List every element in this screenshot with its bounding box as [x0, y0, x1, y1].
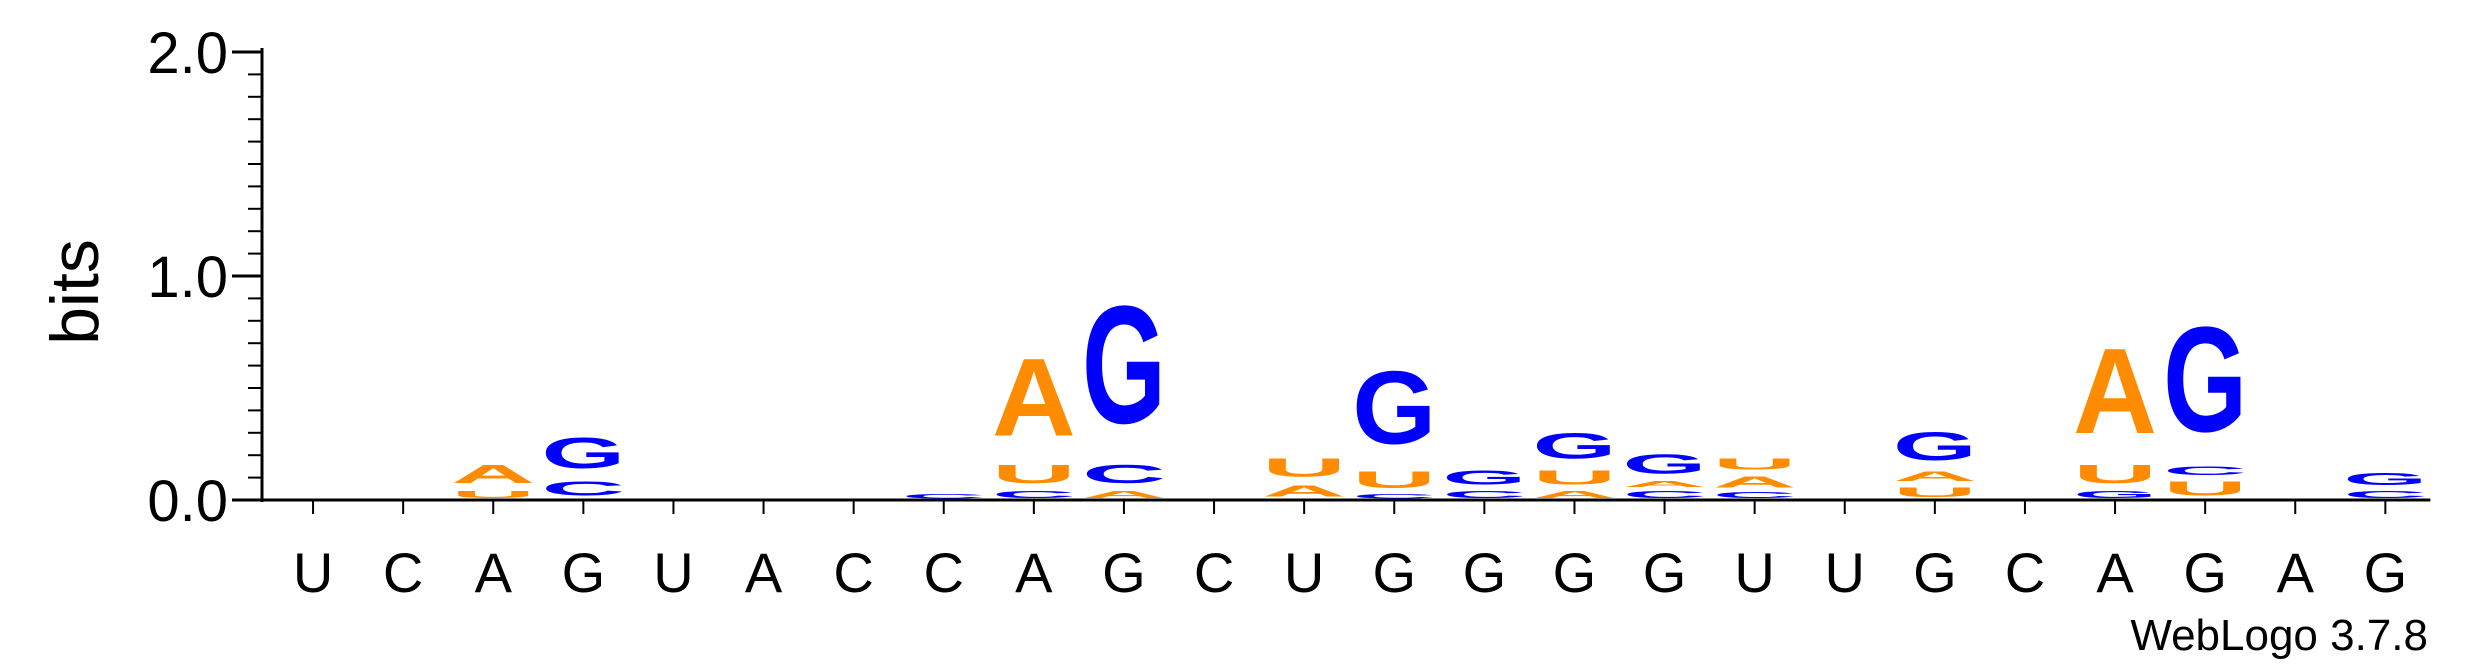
logo-letter-A: A	[992, 336, 1076, 458]
logo-letter-A: A	[1532, 489, 1616, 500]
x-tick-label: A	[1015, 541, 1053, 604]
logo-letter-G: G	[1442, 467, 1526, 489]
weblogo-credit: WebLogo 3.7.8	[2130, 611, 2428, 660]
logo-letter-G: G	[1893, 424, 1977, 469]
x-tick-label: U	[653, 541, 693, 604]
logo-letter-C: C	[541, 477, 625, 500]
x-tick-label: A	[745, 541, 783, 604]
logo-letter-A: A	[1713, 473, 1797, 491]
logo-letter-C: C	[2343, 489, 2427, 500]
logo-letter-U: U	[1713, 455, 1797, 473]
x-tick-label: G	[1463, 541, 1507, 604]
logo-letter-U: U	[1893, 484, 1977, 500]
x-tick-label: C	[1194, 541, 1234, 604]
y-tick-label: 0.0	[147, 469, 228, 534]
logo-letter-U: U	[2163, 477, 2247, 500]
logo-letter-U: U	[1352, 466, 1436, 493]
logo-letter-C: C	[1082, 460, 1166, 489]
logo-letter-C: C	[2163, 464, 2247, 477]
logo-letter-U: U	[992, 460, 1076, 489]
x-tick-label: G	[1913, 541, 1957, 604]
logo-letter-C: C	[1352, 493, 1436, 500]
logo-letter-G: G	[1082, 270, 1166, 458]
logo-letter-A: A	[1893, 469, 1977, 485]
x-tick-label: U	[1284, 541, 1324, 604]
logo-letter-C: C	[902, 493, 986, 500]
x-tick-label: C	[2005, 541, 2045, 604]
y-tick-label: 1.0	[147, 245, 228, 310]
logo-letter-U: U	[1262, 453, 1346, 482]
logo-letter-G: G	[1352, 350, 1436, 466]
logo-letter-A: A	[2073, 323, 2157, 459]
logo-letter-C: C	[1713, 491, 1797, 500]
x-tick-label: G	[1643, 541, 1687, 604]
x-tick-label: C	[383, 541, 423, 604]
x-tick-label: A	[2096, 541, 2134, 604]
logo-letter-A: A	[1082, 489, 1166, 500]
logo-letter-G: G	[1532, 426, 1616, 466]
logo-letter-A: A	[1623, 480, 1707, 489]
logo-letter-C: C	[1442, 489, 1526, 500]
x-tick-label: U	[293, 541, 333, 604]
x-tick-label: C	[833, 541, 873, 604]
y-axis-label: bits	[37, 239, 113, 345]
x-tick-label: C	[924, 541, 964, 604]
x-tick-label: A	[475, 541, 513, 604]
logo-letter-U: U	[2073, 460, 2157, 489]
y-tick-label: 2.0	[147, 21, 228, 86]
x-tick-label: U	[1734, 541, 1774, 604]
logo-letter-G: G	[2163, 296, 2247, 464]
x-tick-label: G	[1553, 541, 1597, 604]
x-tick-label: G	[1372, 541, 1416, 604]
logo-letter-A: A	[451, 460, 535, 489]
x-tick-label: G	[562, 541, 606, 604]
x-tick-label: A	[2277, 541, 2315, 604]
logo-letter-C: C	[1623, 489, 1707, 500]
x-tick-label: U	[1825, 541, 1865, 604]
logo-letter-G: G	[541, 428, 625, 477]
x-tick-label: G	[2183, 541, 2227, 604]
x-tick-label: G	[2364, 541, 2408, 604]
logo-letter-U: U	[1532, 466, 1616, 489]
logo-letter-U: U	[451, 489, 535, 500]
logo-letter-A: A	[1262, 482, 1346, 500]
logo-letter-G: G	[2343, 469, 2427, 489]
logo-letter-G: G	[2073, 489, 2157, 500]
logo-letter-G: G	[1623, 448, 1707, 479]
logo-letter-C: C	[992, 489, 1076, 500]
x-tick-label: G	[1102, 541, 1146, 604]
